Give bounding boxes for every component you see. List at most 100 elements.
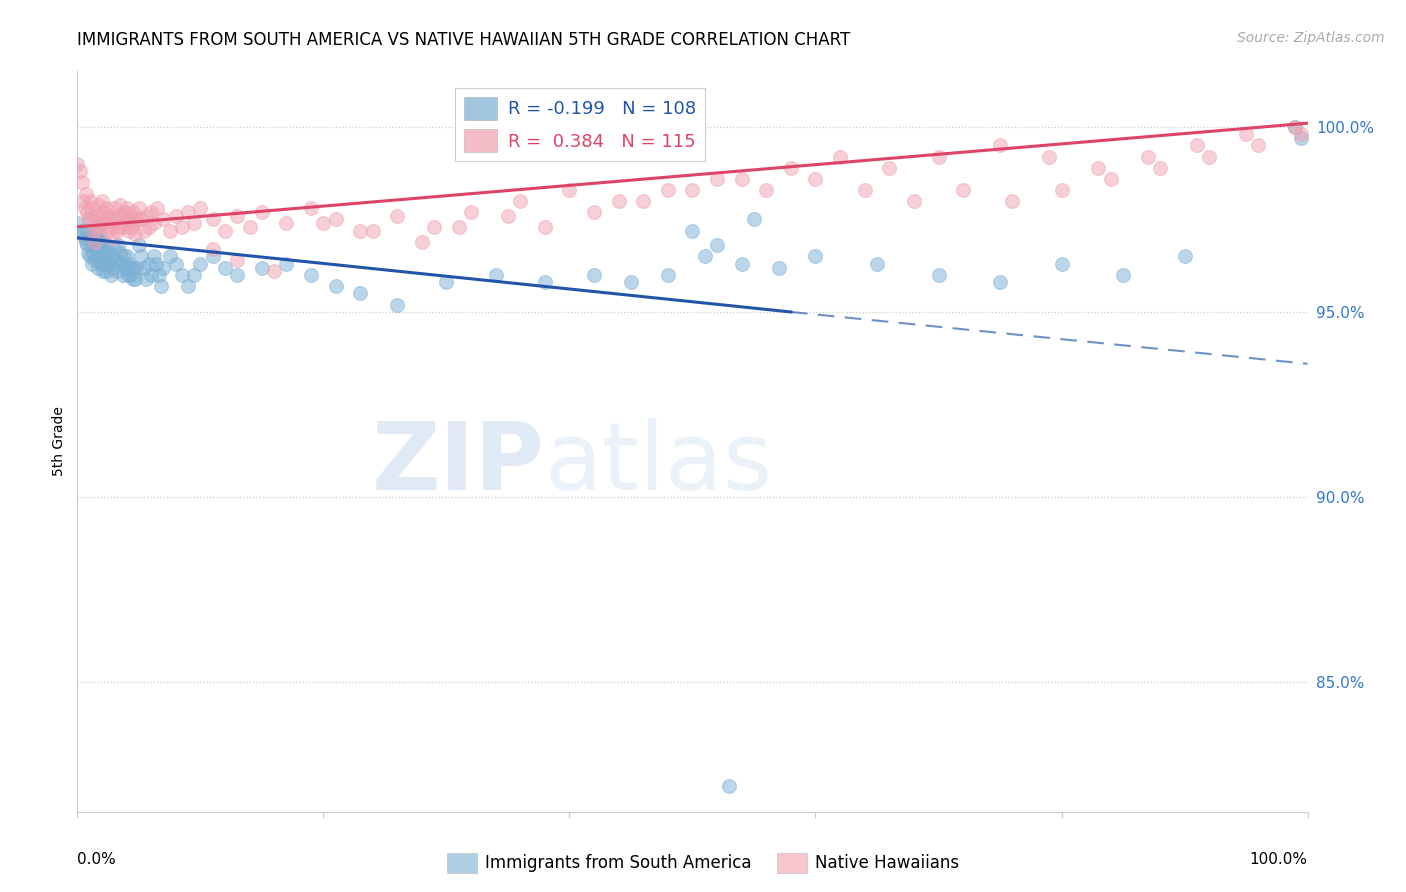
- Point: [145, 257, 167, 271]
- Point: [90, 219, 112, 234]
- Point: [79, 194, 101, 208]
- Point: [104, 253, 127, 268]
- Point: [129, 212, 153, 227]
- Point: [82, 245, 104, 260]
- Point: [104, 212, 127, 227]
- Point: [349, 286, 371, 301]
- Point: [534, 219, 557, 234]
- Point: [101, 249, 124, 263]
- Point: [138, 257, 160, 271]
- Point: [250, 260, 273, 275]
- Point: [90, 257, 112, 271]
- Point: [226, 209, 249, 223]
- Point: [1050, 257, 1073, 271]
- Point: [82, 212, 104, 227]
- Point: [93, 216, 115, 230]
- Point: [117, 268, 139, 282]
- Legend: Immigrants from South America, Native Hawaiians: Immigrants from South America, Native Ha…: [440, 847, 966, 880]
- Point: [607, 194, 630, 208]
- Point: [385, 209, 409, 223]
- Point: [83, 253, 105, 268]
- Point: [112, 205, 135, 219]
- Point: [80, 202, 103, 216]
- Point: [103, 202, 125, 216]
- Point: [90, 257, 114, 271]
- Point: [128, 202, 150, 216]
- Point: [114, 260, 136, 275]
- Point: [276, 216, 298, 230]
- Point: [82, 257, 104, 271]
- Point: [94, 242, 117, 256]
- Point: [299, 268, 322, 282]
- Point: [111, 209, 132, 223]
- Point: [121, 271, 143, 285]
- Point: [120, 209, 142, 223]
- Point: [101, 216, 124, 230]
- Y-axis label: 5th Grade: 5th Grade: [52, 407, 66, 476]
- Point: [111, 219, 134, 234]
- Point: [118, 223, 141, 237]
- Point: [107, 209, 129, 223]
- Point: [82, 227, 104, 242]
- Point: [86, 231, 108, 245]
- Point: [111, 268, 134, 282]
- Point: [928, 268, 950, 282]
- Point: [1247, 138, 1270, 153]
- Point: [108, 219, 131, 234]
- Point: [91, 205, 114, 219]
- Point: [718, 779, 741, 793]
- Point: [132, 260, 155, 275]
- Point: [75, 186, 97, 201]
- Point: [170, 219, 193, 234]
- Point: [361, 223, 384, 237]
- Legend: R = -0.199   N = 108, R =  0.384   N = 115: R = -0.199 N = 108, R = 0.384 N = 115: [456, 87, 704, 161]
- Point: [87, 197, 110, 211]
- Point: [682, 183, 704, 197]
- Point: [118, 257, 141, 271]
- Point: [177, 205, 200, 219]
- Point: [804, 171, 827, 186]
- Point: [90, 235, 112, 249]
- Point: [250, 205, 273, 219]
- Point: [110, 245, 132, 260]
- Point: [159, 249, 181, 263]
- Point: [853, 183, 876, 197]
- Point: [84, 242, 107, 256]
- Point: [89, 227, 111, 242]
- Point: [214, 223, 236, 237]
- Point: [1234, 128, 1257, 142]
- Point: [188, 257, 212, 271]
- Point: [79, 249, 101, 263]
- Point: [94, 202, 117, 216]
- Point: [165, 209, 187, 223]
- Point: [534, 276, 557, 290]
- Point: [1112, 268, 1135, 282]
- Point: [349, 223, 371, 237]
- Point: [226, 253, 249, 268]
- Point: [107, 238, 129, 252]
- Point: [706, 238, 728, 252]
- Text: IMMIGRANTS FROM SOUTH AMERICA VS NATIVE HAWAIIAN 5TH GRADE CORRELATION CHART: IMMIGRANTS FROM SOUTH AMERICA VS NATIVE …: [77, 31, 851, 49]
- Point: [108, 257, 131, 271]
- Point: [152, 212, 174, 227]
- Point: [84, 209, 107, 223]
- Point: [159, 223, 181, 237]
- Point: [423, 219, 446, 234]
- Point: [755, 183, 778, 197]
- Point: [146, 202, 169, 216]
- Point: [122, 216, 145, 230]
- Point: [89, 245, 111, 260]
- Point: [121, 205, 143, 219]
- Point: [72, 227, 94, 242]
- Point: [70, 223, 93, 237]
- Point: [93, 253, 115, 268]
- Point: [188, 202, 212, 216]
- Point: [170, 268, 193, 282]
- Point: [879, 161, 901, 175]
- Point: [70, 175, 93, 189]
- Point: [77, 245, 100, 260]
- Point: [496, 209, 519, 223]
- Point: [201, 212, 224, 227]
- Text: 0.0%: 0.0%: [77, 853, 117, 867]
- Point: [82, 223, 104, 237]
